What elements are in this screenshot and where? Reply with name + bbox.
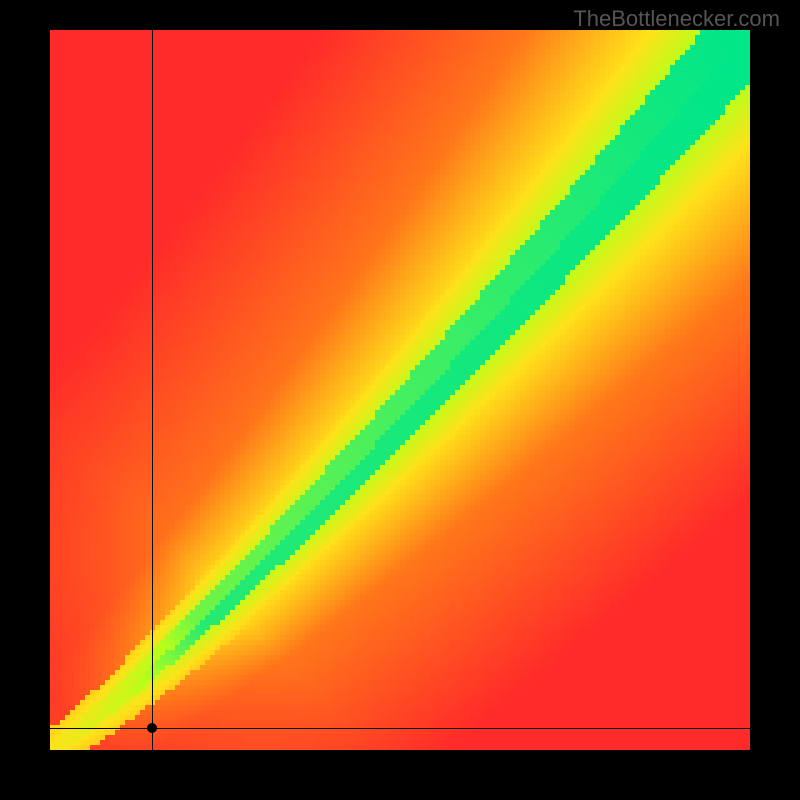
heatmap-canvas [50, 30, 750, 750]
watermark-text: TheBottlenecker.com [573, 6, 780, 32]
heatmap-plot [50, 30, 750, 750]
crosshair-marker [147, 723, 157, 733]
crosshair-vertical [152, 30, 153, 750]
